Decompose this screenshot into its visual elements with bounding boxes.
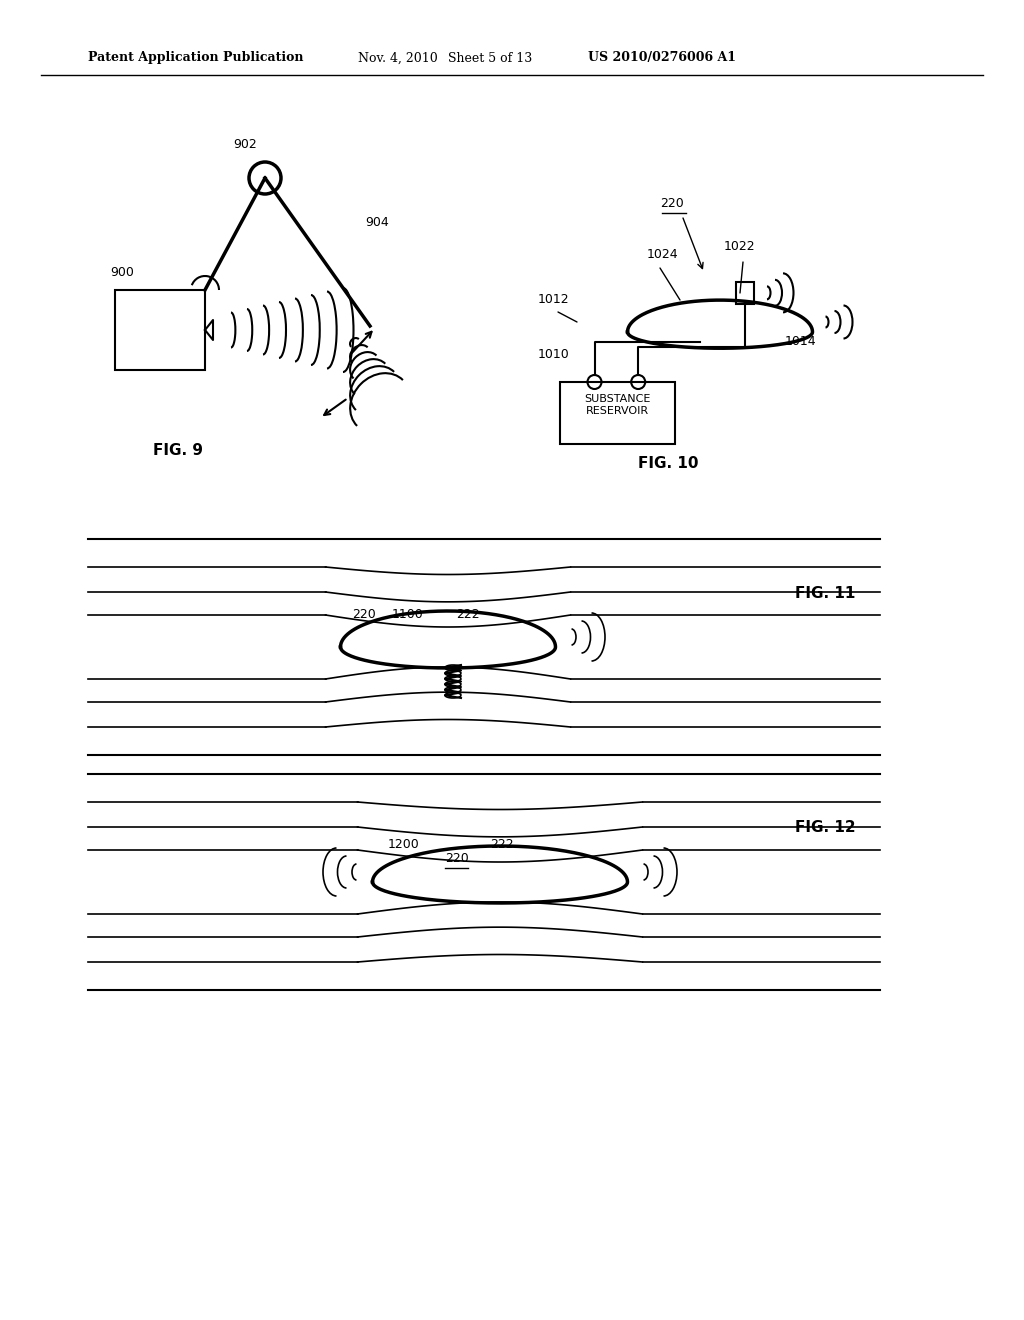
- Text: 1100: 1100: [392, 609, 424, 620]
- Text: 1024: 1024: [647, 248, 679, 261]
- Text: FIG. 10: FIG. 10: [638, 455, 698, 471]
- Text: Nov. 4, 2010: Nov. 4, 2010: [358, 51, 437, 65]
- Text: 902: 902: [233, 139, 257, 150]
- Text: 904: 904: [365, 216, 389, 228]
- Bar: [736, 282, 754, 304]
- Text: 900: 900: [110, 267, 134, 279]
- Text: 222: 222: [456, 609, 479, 620]
- Bar: [560, 381, 675, 444]
- Text: FIG. 12: FIG. 12: [795, 820, 856, 836]
- Text: 222: 222: [490, 838, 514, 851]
- Text: 220: 220: [660, 197, 684, 210]
- Text: FIG. 9: FIG. 9: [153, 444, 203, 458]
- Text: 1014: 1014: [785, 335, 816, 348]
- Text: SUBSTANCE
RESERVOIR: SUBSTANCE RESERVOIR: [585, 393, 650, 416]
- Text: 1010: 1010: [538, 348, 569, 360]
- Text: 1022: 1022: [724, 240, 756, 253]
- Text: FIG. 11: FIG. 11: [795, 586, 855, 601]
- Text: US 2010/0276006 A1: US 2010/0276006 A1: [588, 51, 736, 65]
- Text: 1012: 1012: [538, 293, 569, 306]
- Text: 220: 220: [352, 609, 376, 620]
- Text: Sheet 5 of 13: Sheet 5 of 13: [449, 51, 532, 65]
- Text: 220: 220: [445, 851, 469, 865]
- Text: 1200: 1200: [388, 838, 420, 851]
- Bar: [115, 290, 205, 370]
- Text: Patent Application Publication: Patent Application Publication: [88, 51, 303, 65]
